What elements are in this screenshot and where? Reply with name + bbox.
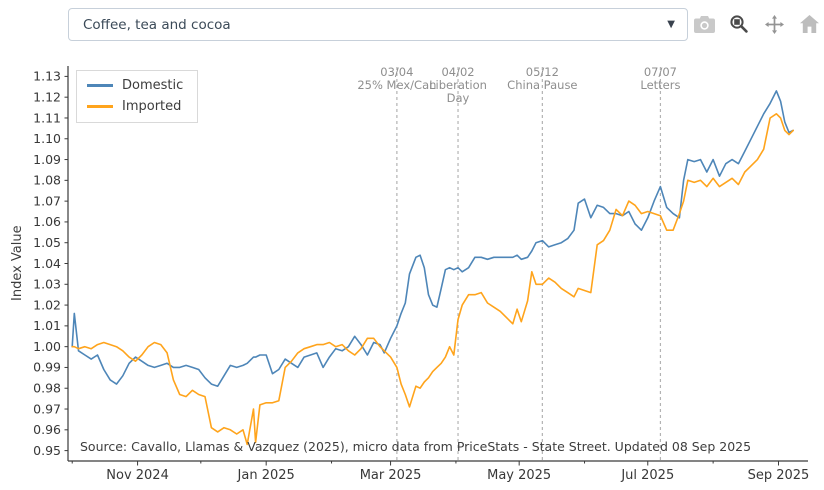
y-tick-label: 0.99 — [33, 360, 61, 375]
y-tick-label: 0.96 — [33, 422, 61, 437]
y-tick-label: 1.04 — [33, 256, 61, 271]
imported-line-swatch — [87, 105, 113, 108]
legend-item-domestic[interactable]: Domestic — [87, 78, 183, 93]
y-tick-label: 1.05 — [33, 235, 61, 250]
chart-toolbar — [692, 13, 821, 35]
y-tick-label: 1.08 — [33, 173, 61, 188]
y-tick-label: 1.01 — [33, 318, 61, 333]
x-tick-label: Jul 2025 — [620, 468, 674, 483]
pan-button[interactable] — [762, 13, 786, 35]
y-tick-label: 1.09 — [33, 152, 61, 167]
x-tick-label: Nov 2024 — [106, 468, 169, 483]
box-zoom-button[interactable] — [727, 13, 751, 35]
x-tick-label: May 2025 — [487, 468, 551, 483]
y-tick-label: 0.95 — [33, 443, 61, 458]
domestic-series-line — [71, 90, 795, 388]
category-dropdown[interactable]: Coffee, tea and cocoa ▼ — [68, 8, 688, 41]
y-tick-label: 1.13 — [33, 69, 61, 84]
imported-series-line — [71, 113, 795, 446]
y-tick-label: 1.07 — [33, 193, 61, 208]
y-axis-title: Index Value — [10, 225, 25, 301]
y-tick-label: 1.12 — [33, 89, 61, 104]
pan-icon — [764, 14, 784, 34]
camera-icon — [693, 15, 715, 33]
y-tick-label: 0.98 — [33, 381, 61, 396]
x-tick-label: Jan 2025 — [237, 468, 295, 483]
source-note: Source: Cavallo, Llamas & Vazquez (2025)… — [80, 439, 752, 454]
x-tick-label: Mar 2025 — [360, 468, 422, 483]
legend-item-imported[interactable]: Imported — [87, 99, 183, 114]
home-button[interactable] — [797, 13, 821, 35]
y-tick-label: 1.03 — [33, 277, 61, 292]
domestic-line-swatch — [87, 84, 113, 87]
y-tick-label: 1.06 — [33, 214, 61, 229]
box-zoom-icon — [730, 15, 748, 33]
y-tick-label: 1.11 — [33, 110, 61, 125]
y-tick-label: 1.10 — [33, 131, 61, 146]
legend: Domestic Imported — [76, 70, 199, 123]
camera-button[interactable] — [692, 13, 716, 35]
y-tick-label: 0.97 — [33, 401, 61, 416]
legend-label-imported: Imported — [122, 99, 182, 114]
category-dropdown-value: Coffee, tea and cocoa — [83, 16, 231, 33]
chart-plot-area[interactable]: 0.95 0.96 0.97 0.98 0.99 1.00 1.01 1.02 1.03 1.04… — [0, 48, 824, 490]
y-tick-label: 1.02 — [33, 297, 61, 312]
chevron-down-icon: ▼ — [667, 18, 675, 30]
legend-label-domestic: Domestic — [122, 78, 184, 93]
y-tick-label: 1.00 — [33, 339, 61, 354]
home-icon — [799, 15, 819, 33]
x-tick-label: Sep 2025 — [748, 468, 810, 483]
